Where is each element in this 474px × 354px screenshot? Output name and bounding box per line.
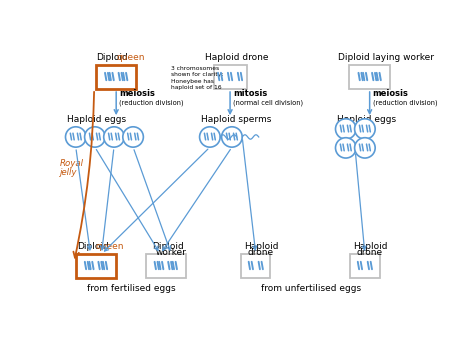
Circle shape <box>65 127 86 147</box>
Text: Haploid drone: Haploid drone <box>205 53 269 62</box>
Bar <box>350 254 380 278</box>
Text: from fertilised eggs: from fertilised eggs <box>87 284 175 293</box>
Bar <box>76 254 116 278</box>
Text: (reduction division): (reduction division) <box>373 99 437 106</box>
Bar <box>146 254 186 278</box>
Bar <box>349 65 390 89</box>
Circle shape <box>336 138 356 158</box>
Text: Haploid eggs: Haploid eggs <box>337 115 396 125</box>
Text: worker: worker <box>155 248 186 257</box>
Circle shape <box>123 127 143 147</box>
Text: Haploid sperms: Haploid sperms <box>201 115 271 125</box>
Text: meiosis: meiosis <box>373 89 409 98</box>
Circle shape <box>336 119 356 139</box>
Text: meiosis: meiosis <box>119 89 155 98</box>
Text: Diploid: Diploid <box>152 242 183 251</box>
Circle shape <box>355 119 375 139</box>
Bar <box>241 254 271 278</box>
Text: Diploid laying worker: Diploid laying worker <box>338 53 435 62</box>
Text: queen: queen <box>116 53 145 62</box>
Text: Haploid eggs: Haploid eggs <box>67 115 127 125</box>
Text: from unfertilised eggs: from unfertilised eggs <box>261 284 361 293</box>
Circle shape <box>104 127 124 147</box>
Text: mitosis: mitosis <box>233 89 267 98</box>
Text: Royal: Royal <box>60 159 84 168</box>
Bar <box>96 65 137 89</box>
Text: 3 chromosomes
shown for clarity;
Honeybee has
haploid set of 16: 3 chromosomes shown for clarity; Honeybe… <box>171 66 223 90</box>
Text: jelly: jelly <box>60 168 77 177</box>
Text: (normal cell division): (normal cell division) <box>233 99 303 106</box>
Text: Haploid: Haploid <box>244 242 278 251</box>
Text: (reduction division): (reduction division) <box>119 99 184 106</box>
Text: Haploid: Haploid <box>353 242 387 251</box>
Text: drone: drone <box>247 248 273 257</box>
Text: drone: drone <box>356 248 383 257</box>
Circle shape <box>84 127 105 147</box>
Circle shape <box>200 127 220 147</box>
Circle shape <box>222 127 242 147</box>
Bar <box>213 65 246 89</box>
Text: queen: queen <box>95 242 124 251</box>
Text: Diploid: Diploid <box>96 53 128 62</box>
Circle shape <box>355 138 375 158</box>
Text: Diploid: Diploid <box>77 242 109 251</box>
